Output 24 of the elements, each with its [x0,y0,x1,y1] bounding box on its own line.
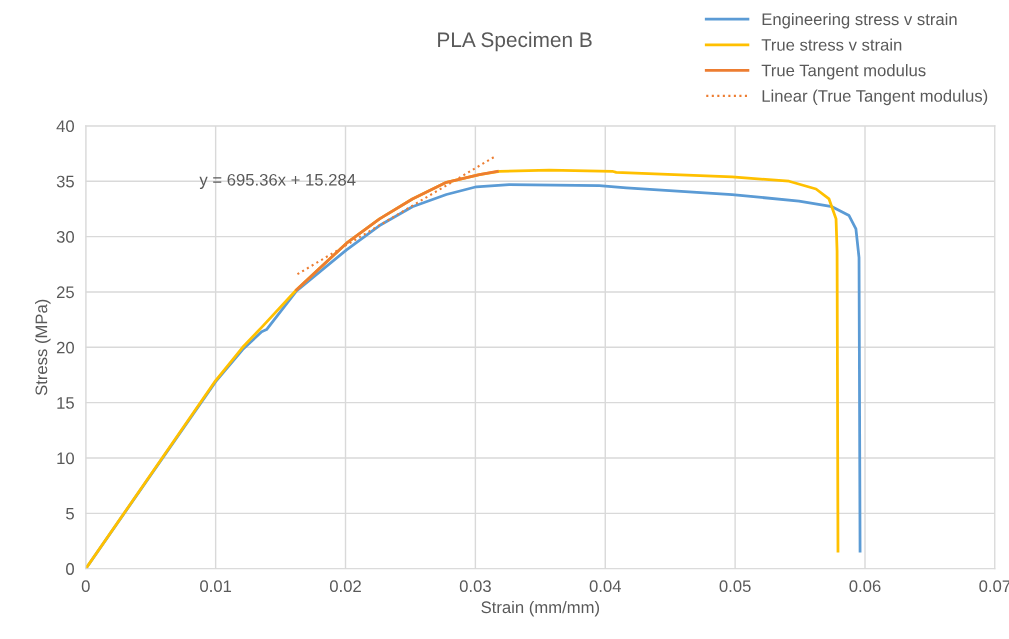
y-tick-label: 25 [56,286,74,299]
x-tick-label: 0.03 [459,580,491,593]
y-tick-label: 30 [56,230,74,243]
y-tick-label: 20 [56,341,74,354]
x-axis-title: Strain (mm/mm) [481,600,600,617]
y-tick-label: 40 [56,120,74,133]
y-tick-label: 5 [66,507,74,520]
x-tick-label: 0.06 [849,580,881,593]
y-tick-label: 0 [66,563,74,575]
legend-label: Engineering stress v strain [762,12,957,29]
legend-label: Linear (True Tangent modulus) [762,89,988,106]
x-tick-label: 0.01 [200,580,232,593]
y-tick-label: 15 [57,397,74,409]
y-tick-label: 35 [56,175,74,188]
legend-label: True Tangent modulus [761,64,926,80]
x-tick-label: 0 [81,580,90,593]
chart-title: PLA Specimen B [438,31,592,52]
x-tick-label: 0.05 [719,580,751,593]
x-tick-label: 0.02 [329,580,361,593]
annotation: y = 695.36x + 15.284 [199,173,356,189]
legend-label: True stress v strain [761,38,902,51]
y-tick-label: 10 [57,452,74,465]
y-axis-title: Stress (MPa) [35,299,51,396]
x-tick-label: 0.04 [589,580,621,593]
